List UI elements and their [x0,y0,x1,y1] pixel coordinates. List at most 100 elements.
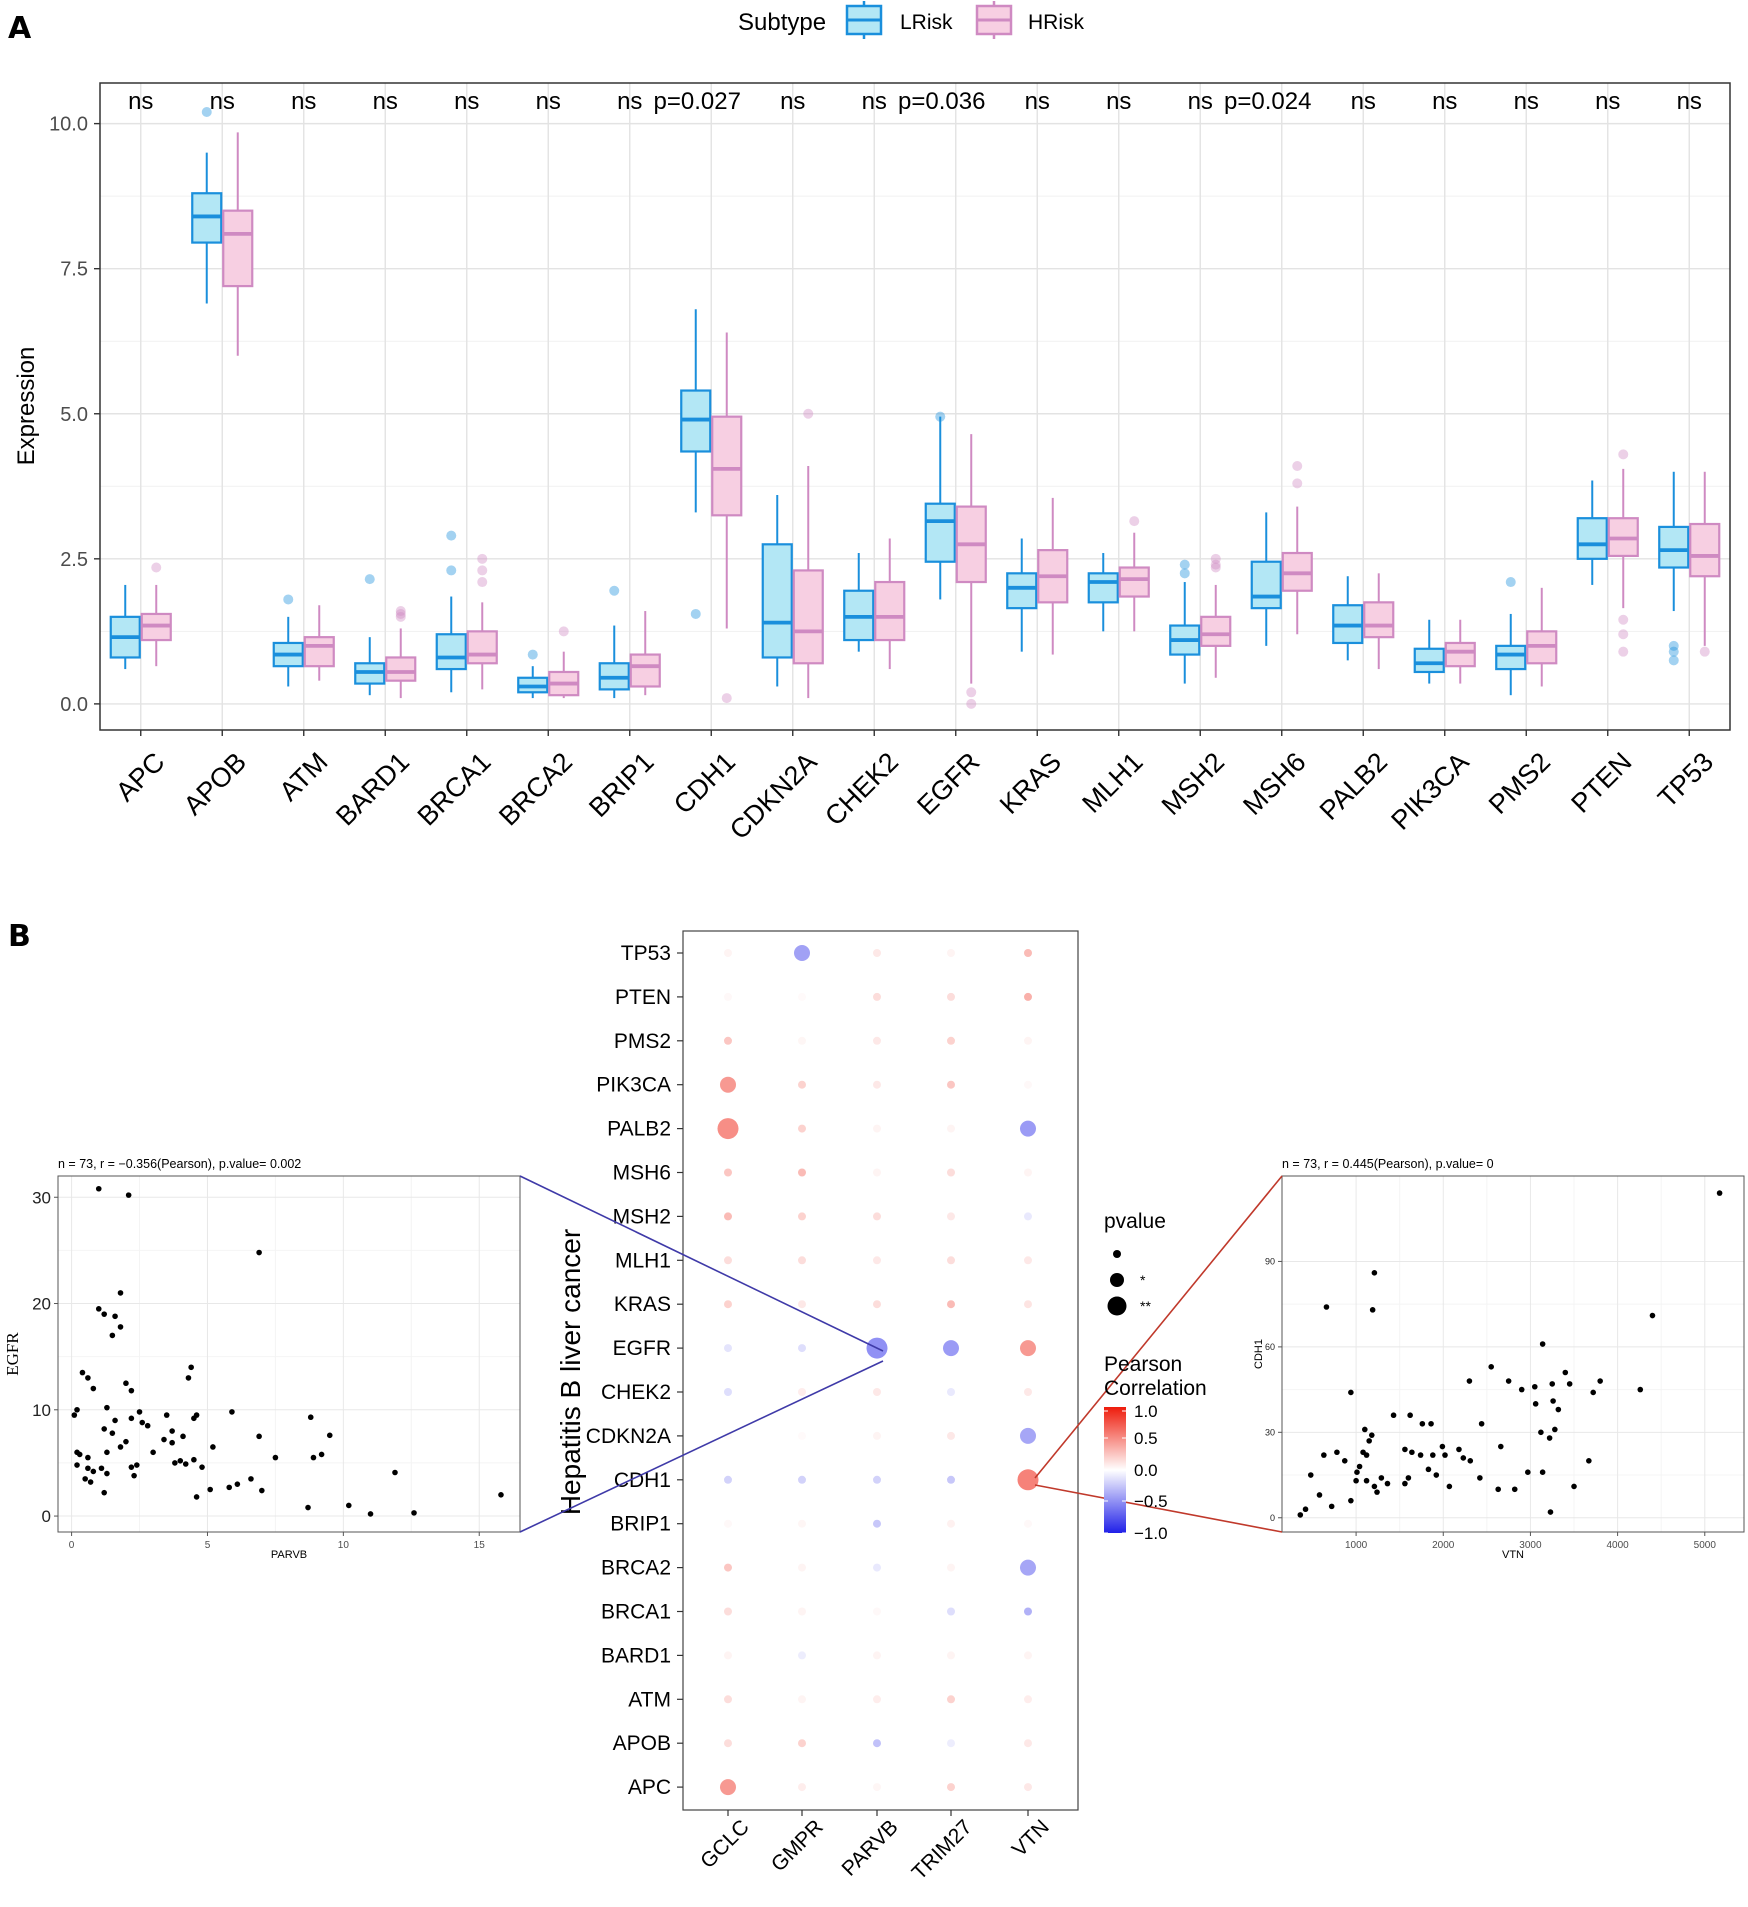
correlation-dot [1020,1559,1036,1576]
scatter-right-plot-area [1282,1176,1744,1532]
row-label: CDKN2A [586,1425,671,1448]
scatter-point [109,1332,116,1339]
correlation-dot [943,1340,959,1357]
correlation-dot [724,1168,732,1177]
scatter-point [128,1415,135,1422]
row-label: CDH1 [614,1469,671,1492]
scatter-point [345,1502,352,1509]
significance-label: ns [373,88,398,115]
box-outlier [1505,577,1516,588]
box-outlier [446,530,457,541]
scatter-point [1366,1438,1372,1444]
correlation-dot [798,992,806,1001]
scatter-point [1562,1369,1569,1376]
correlation-dot [873,1475,881,1484]
scatter-point [123,1438,129,1445]
scatter-point [161,1436,167,1443]
box-hrisk-bard1 [385,606,417,699]
scatter-point [1425,1466,1432,1473]
box-lrisk-pten [1576,480,1608,585]
box-outlier [1210,553,1221,564]
significance-label: ns [862,88,887,115]
scatter-point [90,1468,97,1475]
scatter-point [112,1417,118,1424]
y-tick-label: 5.0 [60,404,88,426]
row-label: PMS2 [614,1030,671,1053]
colorbar-ticks: 1.0 0.5 0.0 −0.5 −1.0 [1104,1402,1168,1543]
scatter-point [307,1414,314,1421]
x-tick-label: 5 [205,1540,211,1551]
dot-heatmap-row-labels: TP53 PTEN PMS2 PIK3CA PALB2 MSH6 MSH2 MLH1 KRAS E… [586,942,683,1799]
box-lrisk-pms2 [1495,577,1527,696]
boxplot-y-ticks: 0.0 2.5 5.0 7.5 10.0 [49,114,100,716]
scatter-point [193,1412,200,1418]
scatter-point [1419,1420,1426,1427]
colorbar-tick-label: −1.0 [1134,1524,1168,1543]
correlation-dot [798,1036,806,1045]
scatter-point [1466,1378,1473,1384]
dot-heatmap-plot-area [682,930,1079,1811]
correlation-dot [1024,1783,1032,1792]
scatter-cdh1-vtn: n = 73, r = 0.445(Pearson), p.value= 0 1… [1253,1157,1745,1561]
correlation-dot [798,1651,806,1660]
column-label: PARVB [837,1815,902,1880]
legend-label-hrisk: HRisk [1028,11,1084,34]
scatter-point [1511,1486,1518,1493]
box-lrisk-apob [191,107,223,304]
scatter-point [104,1470,110,1477]
correlation-dot [724,1388,732,1396]
x-tick-label: PIK3CA [1385,747,1474,836]
scatter-point [1446,1483,1453,1490]
box-hrisk-kras [1037,497,1069,655]
correlation-dot [798,1695,806,1704]
box-outlier [477,565,488,576]
pvalue-legend-title: pvalue [1104,1210,1166,1233]
scatter-right-title: n = 73, r = 0.445(Pearson), p.value= 0 [1282,1157,1494,1171]
correlation-dot [873,1607,881,1616]
correlation-dot [1024,1300,1032,1309]
scatter-point [305,1504,311,1511]
scatter-point [98,1465,105,1472]
scatter-point [191,1456,197,1463]
scatter-point [1546,1435,1553,1441]
correlation-dot [1024,1212,1032,1221]
row-label: BRCA2 [601,1557,671,1580]
significance-label: ns [291,88,316,115]
y-tick-label: 0.0 [60,694,88,716]
scatter-point [1590,1389,1596,1396]
scatter-point [1538,1429,1544,1436]
correlation-dot [873,949,881,957]
boxplot-frame [99,82,1731,731]
row-label: APC [628,1776,671,1799]
significance-label: ns [617,88,642,115]
scatter-point [177,1458,184,1464]
box-outlier [477,553,488,564]
panel-a-label: A [8,11,32,46]
dot-heatmap-dots [717,945,1039,1796]
correlation-dot [1024,1607,1032,1616]
scatter-point [248,1476,254,1482]
correlation-dot [724,1036,732,1045]
scatter-point [1547,1509,1554,1515]
scatter-point [1549,1381,1556,1387]
column-label: GMPR [767,1815,828,1876]
y-tick-label: 10.0 [49,114,88,136]
scatter-point [256,1249,262,1256]
y-tick-label: 0 [42,1507,51,1526]
box-body [874,580,906,642]
box-body [1250,560,1282,610]
scatter-left-frame [57,1175,521,1533]
scatter-point [1356,1463,1363,1470]
box-body [435,633,467,671]
box-outlier [558,626,569,637]
scatter-point [1552,1426,1558,1433]
box-lrisk-cdkn2a [761,494,793,687]
significance-label: ns [536,88,561,115]
scatter-point [163,1412,170,1418]
correlation-dot [798,1739,806,1748]
scatter-point [1467,1458,1474,1464]
correlation-dot [873,1212,881,1221]
box-outlier [364,574,375,585]
scatter-point [234,1481,241,1487]
